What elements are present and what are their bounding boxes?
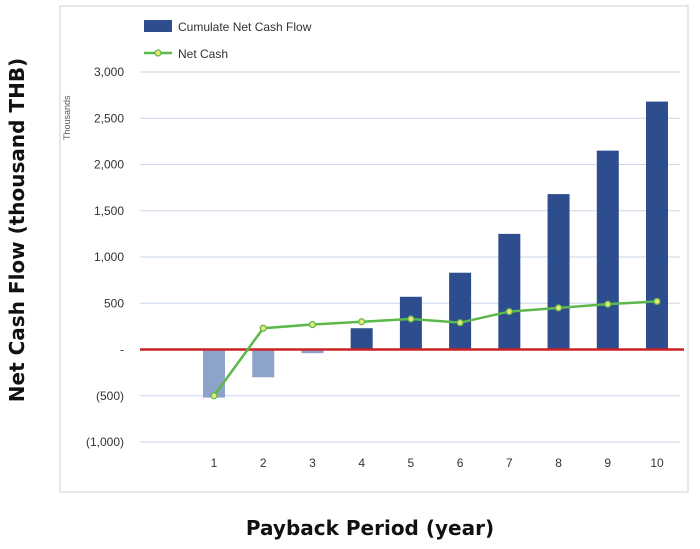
- bar: [203, 349, 225, 398]
- bar: [449, 272, 472, 350]
- x-tick-label: 10: [650, 456, 664, 470]
- line-point: [554, 304, 563, 312]
- bar: [301, 349, 324, 354]
- x-tick-labels: 1 2 3 4 5 6 7 8 9 10: [211, 456, 664, 470]
- x-tick-label: 6: [457, 456, 464, 470]
- y-tick-labels: 3,000 2,500 2,000 1,500 1,000 500 - (500) (1,000…: [86, 65, 124, 449]
- x-tick-label: 8: [555, 456, 562, 470]
- y-tick-label: 500: [104, 296, 124, 310]
- y-tick-label: -: [120, 343, 124, 357]
- x-axis-title: Payback Period (year): [246, 516, 494, 540]
- line-point: [505, 307, 513, 316]
- units-label: Thousands: [62, 95, 72, 140]
- legend-marker-net-cash: [154, 49, 162, 57]
- x-tick-label: 1: [211, 456, 218, 470]
- chart-frame: [59, 5, 689, 493]
- y-tick-label: (1,000): [86, 435, 124, 449]
- bar: [350, 328, 373, 350]
- x-tick-label: 9: [604, 456, 611, 470]
- x-tick-label: 4: [358, 456, 365, 470]
- line-point: [407, 315, 415, 323]
- line-point: [358, 318, 366, 326]
- bar: [596, 150, 619, 350]
- y-tick-label: (500): [96, 389, 124, 403]
- y-tick-label: 2,000: [94, 158, 124, 172]
- line-point: [456, 319, 464, 327]
- bar: [252, 349, 275, 378]
- y-axis-title: Net Cash Flow (thousand THB): [5, 58, 29, 402]
- bar: [547, 194, 570, 350]
- x-tick-label: 3: [309, 456, 316, 470]
- y-tick-label: 2,500: [94, 111, 124, 125]
- legend-swatch-cumulate: [144, 20, 172, 32]
- bar: [646, 101, 668, 350]
- y-tick-label: 1,500: [94, 204, 124, 218]
- line-path: [212, 300, 658, 397]
- legend: Cumulate Net Cash Flow Net Cash: [144, 20, 312, 61]
- bar: [399, 296, 422, 350]
- legend-label-cumulate: Cumulate Net Cash Flow: [178, 20, 312, 34]
- line-point: [604, 300, 612, 308]
- y-tick-label: 3,000: [94, 65, 124, 79]
- net-cash-line: [210, 297, 661, 400]
- x-tick-label: 7: [506, 456, 513, 470]
- line-point: [308, 320, 317, 329]
- line-point: [653, 297, 661, 305]
- line-point: [210, 392, 218, 400]
- legend-label-net-cash: Net Cash: [178, 47, 228, 61]
- x-tick-label: 5: [408, 456, 415, 470]
- bars: [203, 101, 668, 398]
- y-tick-label: 1,000: [94, 250, 124, 264]
- line-point: [259, 324, 267, 332]
- bar: [498, 233, 521, 350]
- x-tick-label: 2: [260, 456, 267, 470]
